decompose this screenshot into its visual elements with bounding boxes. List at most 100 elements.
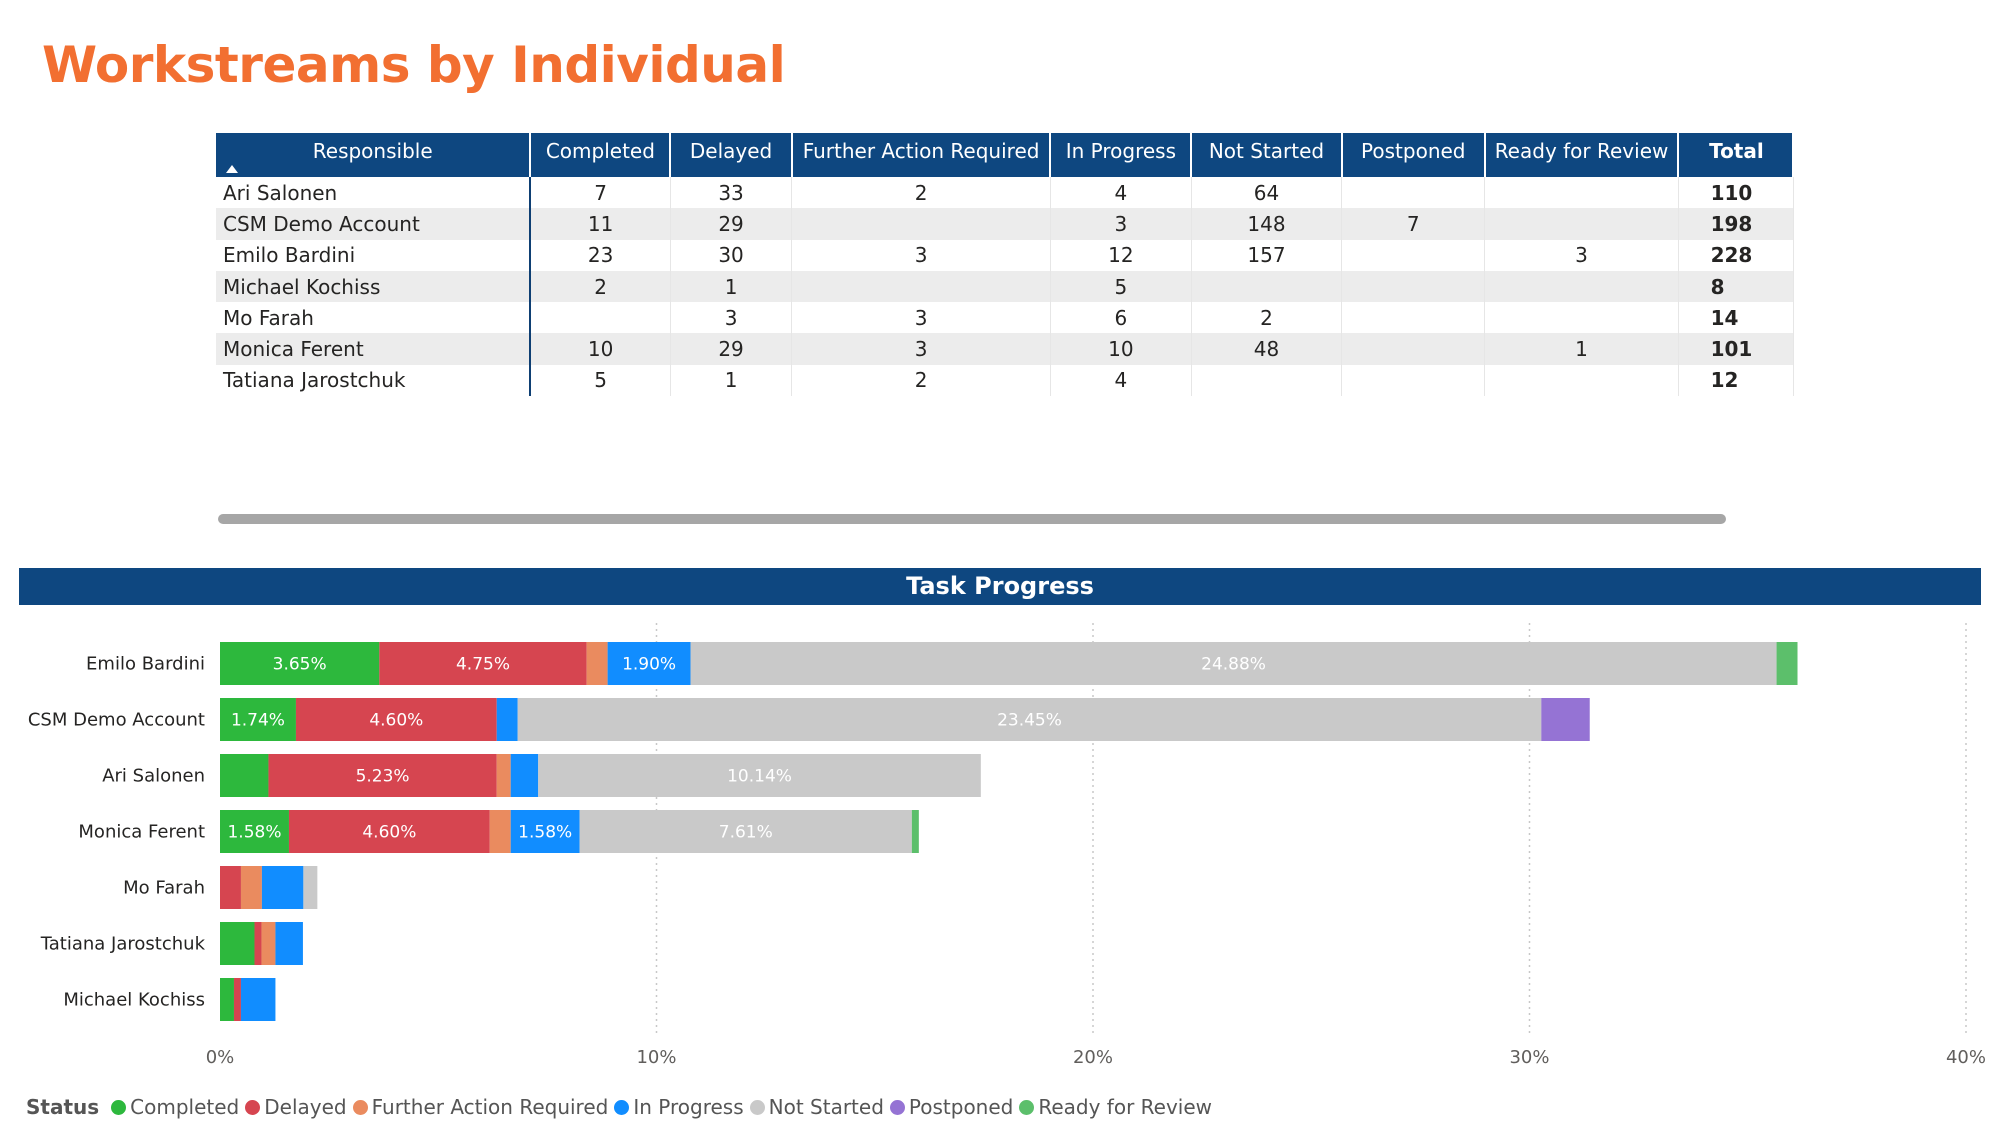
horizontal-scrollbar[interactable] [218, 514, 1726, 524]
column-header-in-progress[interactable]: In Progress [1050, 133, 1193, 177]
legend-label: Completed [130, 1095, 240, 1119]
column-header-postponed[interactable]: Postponed [1341, 133, 1486, 177]
column-header-completed[interactable]: Completed [530, 133, 672, 177]
column-header-further-action-required[interactable]: Further Action Required [791, 133, 1052, 177]
sort-ascending-icon[interactable] [226, 165, 238, 173]
table-row: Emilo Bardini 23 30 3 12 157 3 228 [216, 239, 1794, 271]
legend-title: Status [26, 1095, 100, 1119]
matrix-header-row: Responsible Completed Delayed Further Actio… [216, 133, 1794, 177]
bar-segment [517, 698, 1542, 741]
value-cell [1484, 208, 1679, 240]
legend-dot-icon [749, 1099, 765, 1115]
x-tick-label: 20% [1073, 1047, 1113, 1068]
legend-label: Further Action Required [371, 1095, 609, 1119]
value-cell: 30 [670, 239, 793, 271]
responsible-cell: Emilo Bardini [216, 239, 532, 271]
column-header-ready-for-review[interactable]: Ready for Review [1484, 133, 1680, 177]
bar-segment [268, 754, 497, 797]
data-label: 4.60% [369, 711, 423, 731]
value-cell [1341, 302, 1486, 334]
total-cell: 12 [1678, 364, 1794, 397]
value-cell [1484, 177, 1679, 209]
value-cell: 3 [1050, 208, 1192, 240]
bar-segment [233, 978, 241, 1021]
task-progress-chart: 0% 10% 20% 30% 40% Emilo Bardini 3.65% 4.75% 1.9… [28, 623, 1986, 1068]
legend-item-further-action-required[interactable]: Further Action Required [352, 1095, 609, 1119]
value-cell: 5 [530, 364, 671, 397]
legend-item-in-progress[interactable]: In Progress [614, 1095, 744, 1119]
total-cell: 101 [1678, 333, 1794, 365]
legend-item-completed[interactable]: Completed [111, 1095, 239, 1119]
matrix-table: Responsible Completed Delayed Further Actio… [216, 133, 1794, 397]
value-cell: 1 [670, 364, 793, 397]
column-header-total[interactable]: Total [1678, 133, 1794, 177]
bar-segment [220, 810, 289, 853]
value-cell: 5 [1050, 270, 1192, 303]
bar-segment [911, 810, 919, 853]
bar-segment [510, 754, 539, 797]
bar-segment [220, 642, 380, 685]
value-cell: 7 [1341, 208, 1486, 240]
value-cell: 4 [1050, 364, 1192, 397]
bar-segment [220, 978, 234, 1021]
value-cell: 64 [1191, 177, 1343, 209]
value-cell: 2 [791, 364, 1051, 397]
bar-segment [261, 866, 304, 909]
bar-segment [579, 810, 912, 853]
bar-segment [261, 922, 276, 965]
legend-item-ready-for-review[interactable]: Ready for Review [1019, 1095, 1212, 1119]
bar-segment [586, 642, 608, 685]
bar-segment [303, 866, 318, 909]
value-cell [1484, 270, 1679, 303]
legend-dot-icon [889, 1099, 905, 1115]
bar-segment [510, 810, 580, 853]
legend-item-not-started[interactable]: Not Started [749, 1095, 884, 1119]
value-cell [791, 270, 1051, 303]
category-label: Emilo Bardini [86, 654, 205, 675]
data-label: 4.60% [362, 823, 416, 843]
data-label: 1.74% [231, 711, 285, 731]
column-header-responsible[interactable]: Responsible [216, 133, 532, 177]
data-label: 1.58% [518, 823, 572, 843]
table-row: Monica Ferent 10 29 3 10 48 1 101 [216, 333, 1794, 365]
value-cell [1341, 333, 1486, 365]
chart-legend: Status Completed Delayed Further Action Re… [26, 1093, 1218, 1121]
value-cell: 2 [530, 270, 671, 303]
value-cell: 23 [530, 239, 671, 271]
data-label: 10.14% [727, 767, 792, 787]
category-label: Monica Ferent [78, 822, 205, 843]
matrix-table-viewport[interactable]: Responsible Completed Delayed Further Actio… [216, 133, 1794, 398]
value-cell [1484, 364, 1679, 397]
responsible-cell: Michael Kochiss [216, 270, 532, 303]
legend-dot-icon [352, 1099, 368, 1115]
table-row: Michael Kochiss 2 1 5 8 [216, 270, 1794, 303]
value-cell: 2 [791, 177, 1051, 209]
column-header-not-started[interactable]: Not Started [1191, 133, 1343, 177]
bar-segment [240, 978, 276, 1021]
bar-segment [254, 922, 262, 965]
value-cell: 11 [530, 208, 671, 240]
category-label: CSM Demo Account [28, 710, 205, 731]
legend-label: Delayed [264, 1095, 347, 1119]
legend-label: Ready for Review [1038, 1095, 1213, 1119]
data-label: 1.90% [622, 655, 676, 675]
value-cell [1484, 302, 1679, 334]
value-cell: 10 [1050, 333, 1192, 365]
value-cell: 3 [791, 302, 1051, 334]
category-label: Ari Salonen [102, 766, 205, 787]
column-header-delayed[interactable]: Delayed [670, 133, 793, 177]
legend-label: Not Started [768, 1095, 884, 1119]
category-label: Mo Farah [123, 878, 205, 899]
bar-segment [496, 754, 511, 797]
value-cell: 157 [1191, 239, 1343, 271]
value-cell [530, 302, 671, 334]
value-cell: 7 [530, 177, 671, 209]
legend-item-postponed[interactable]: Postponed [889, 1095, 1013, 1119]
bar-segment [240, 866, 262, 909]
value-cell: 1 [670, 270, 793, 303]
legend-item-delayed[interactable]: Delayed [245, 1095, 347, 1119]
value-cell: 4 [1050, 177, 1192, 209]
total-cell: 8 [1678, 270, 1794, 303]
value-cell: 148 [1191, 208, 1343, 240]
data-label: 5.23% [356, 767, 410, 787]
